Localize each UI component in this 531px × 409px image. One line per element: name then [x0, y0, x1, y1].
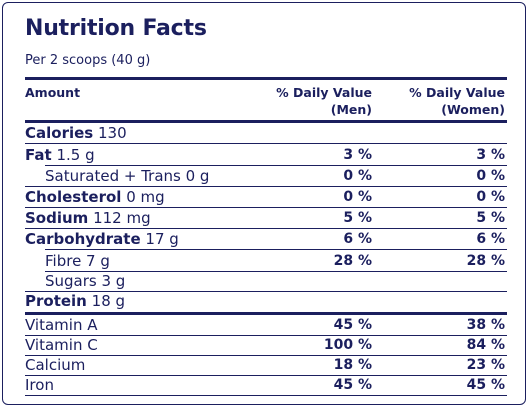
nutrient-name: Sodium 112 mg	[25, 209, 151, 227]
daily-value-men: 0 %	[343, 189, 372, 205]
row-divider	[25, 395, 507, 396]
vitamin-name: Vitamin C	[25, 336, 98, 354]
nutrient-name: Cholesterol 0 mg	[25, 188, 165, 206]
vitamin-row-c: Vitamin C 100 % 84 %	[25, 335, 507, 355]
vitamin-name: Vitamin A	[25, 316, 98, 334]
row-divider	[25, 335, 507, 336]
nutrient-row-fat: Fat 1.5 g 3 % 3 %	[25, 145, 507, 165]
nutrition-facts-panel	[2, 2, 526, 405]
row-divider	[25, 375, 507, 376]
table-top-rule	[25, 120, 507, 123]
row-divider	[25, 143, 507, 144]
daily-value-women: 84 %	[466, 337, 505, 353]
daily-value-women: 38 %	[466, 317, 505, 333]
daily-value-women: 0 %	[476, 189, 505, 205]
row-divider	[25, 355, 507, 356]
daily-value-men: 0 %	[343, 168, 372, 184]
row-divider	[45, 165, 507, 166]
column-header-women: % Daily Value (Women)	[409, 84, 505, 118]
header-rule	[25, 77, 507, 80]
column-header-amount: Amount	[25, 85, 81, 100]
row-divider	[45, 271, 507, 272]
daily-value-men: 5 %	[343, 210, 372, 226]
nutrient-row-cholesterol: Cholesterol 0 mg 0 % 0 %	[25, 187, 507, 207]
column-header-women-line2: (Women)	[441, 102, 505, 117]
daily-value-women: 6 %	[476, 231, 505, 247]
column-header-men-line2: (Men)	[330, 102, 372, 117]
nutrient-name: Carbohydrate 17 g	[25, 230, 179, 248]
daily-value-men: 28 %	[333, 253, 372, 269]
nutrient-name: Saturated + Trans 0 g	[45, 167, 210, 185]
nutrient-name: Sugars 3 g	[45, 272, 126, 290]
vitamin-row-calcium: Calcium 18 % 23 %	[25, 355, 507, 375]
nutrient-row-fibre: Fibre 7 g 28 % 28 %	[25, 251, 507, 271]
daily-value-men: 45 %	[333, 317, 372, 333]
row-divider	[25, 228, 507, 229]
row-divider	[45, 249, 507, 250]
column-header-men: % Daily Value (Men)	[276, 84, 372, 118]
row-divider	[25, 186, 507, 187]
vitamins-rule	[25, 312, 507, 315]
nutrient-row-saturated-trans: Saturated + Trans 0 g 0 % 0 %	[25, 166, 507, 186]
column-header-women-line1: % Daily Value	[409, 85, 505, 100]
nutrient-name: Calories 130	[25, 124, 127, 142]
vitamin-name: Calcium	[25, 356, 86, 374]
daily-value-women: 28 %	[466, 253, 505, 269]
daily-value-women: 3 %	[476, 147, 505, 163]
serving-size: Per 2 scoops (40 g)	[25, 53, 151, 68]
nutrient-row-carbohydrate: Carbohydrate 17 g 6 % 6 %	[25, 229, 507, 249]
daily-value-women: 23 %	[466, 357, 505, 373]
daily-value-men: 100 %	[323, 337, 372, 353]
nutrient-name: Protein 18 g	[25, 292, 126, 310]
vitamin-row-a: Vitamin A 45 % 38 %	[25, 315, 507, 335]
nutrient-name: Fibre 7 g	[45, 252, 110, 270]
nutrient-row-sodium: Sodium 112 mg 5 % 5 %	[25, 208, 507, 228]
page-title: Nutrition Facts	[25, 16, 207, 41]
vitamin-row-iron: Iron 45 % 45 %	[25, 375, 507, 395]
daily-value-women: 0 %	[476, 168, 505, 184]
nutrient-row-calories: Calories 130	[25, 123, 507, 143]
daily-value-men: 6 %	[343, 231, 372, 247]
column-header-men-line1: % Daily Value	[276, 85, 372, 100]
vitamin-name: Iron	[25, 376, 54, 394]
daily-value-men: 18 %	[333, 357, 372, 373]
row-divider	[25, 207, 507, 208]
daily-value-men: 3 %	[343, 147, 372, 163]
nutrient-name: Fat 1.5 g	[25, 146, 95, 164]
nutrient-row-protein: Protein 18 g	[25, 291, 507, 311]
daily-value-women: 5 %	[476, 210, 505, 226]
nutrient-row-sugars: Sugars 3 g	[25, 271, 507, 291]
daily-value-women: 45 %	[466, 377, 505, 393]
daily-value-men: 45 %	[333, 377, 372, 393]
row-divider	[25, 291, 507, 292]
